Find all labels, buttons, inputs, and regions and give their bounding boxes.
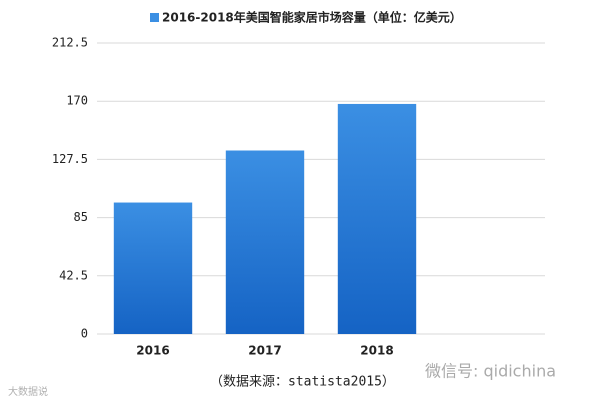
y-tick-label: 212.5 (52, 36, 88, 50)
y-tick-label: 170 (66, 94, 88, 108)
y-tick-label: 127.5 (52, 152, 88, 166)
x-tick-label: 2016 (136, 344, 169, 358)
bar (337, 103, 417, 335)
legend-label: 2016-2018年美国智能家居市场容量（单位：亿美元） (162, 10, 462, 25)
bar (113, 202, 193, 334)
legend-swatch (150, 13, 159, 22)
watermark: 微信号: qidichina (425, 362, 556, 381)
x-tick-label: 2017 (248, 344, 281, 358)
y-tick-label: 42.5 (59, 268, 88, 282)
source-note: （数据来源：statista2015） (210, 375, 395, 390)
y-tick-label: 0 (81, 327, 88, 341)
bar (225, 150, 305, 334)
watermark: 大数据说 (8, 385, 48, 398)
y-tick-label: 85 (74, 210, 88, 224)
x-tick-label: 2018 (360, 344, 393, 358)
